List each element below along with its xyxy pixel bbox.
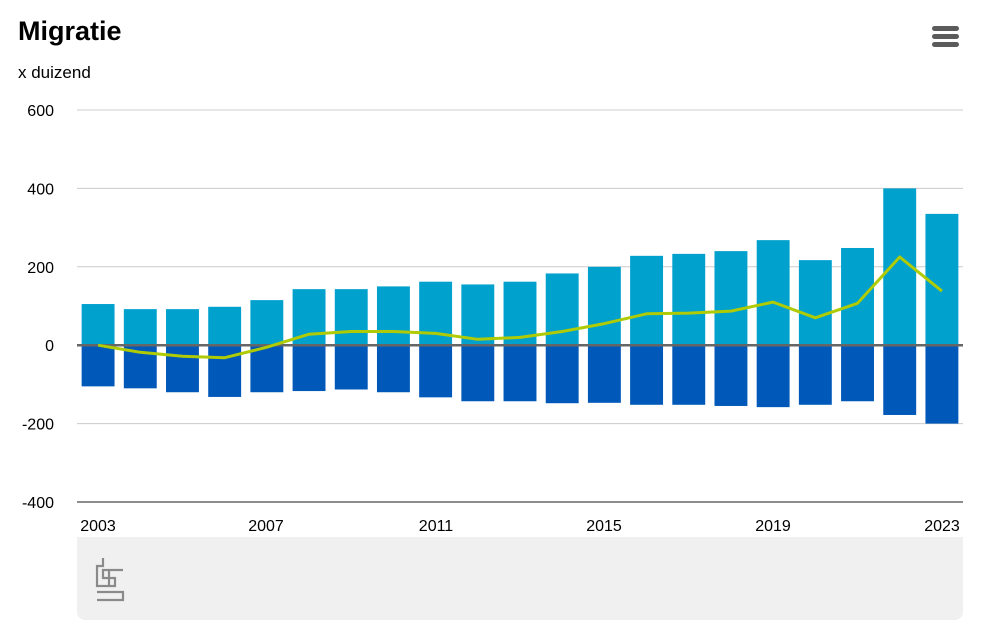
y-axis-ticks: 600 400 200 0 -200 -400	[22, 103, 54, 512]
emigration-bar[interactable]	[841, 345, 874, 402]
immigration-bar[interactable]	[123, 309, 157, 346]
immigration-bar[interactable]	[841, 247, 874, 346]
immigration-bar[interactable]	[166, 309, 199, 346]
immigration-bar[interactable]	[756, 240, 790, 346]
emigration-bar[interactable]	[545, 345, 579, 404]
y-tick-label: 0	[45, 338, 54, 355]
y-tick-label: 600	[27, 103, 54, 120]
emigration-bar[interactable]	[883, 345, 917, 415]
immigration-bar[interactable]	[630, 255, 664, 346]
menu-bar	[932, 26, 959, 31]
x-tick-label: 2015	[586, 518, 622, 535]
y-tick-label: -400	[22, 495, 54, 512]
menu-bar	[932, 42, 959, 47]
emigration-bar[interactable]	[672, 345, 706, 405]
migration-balance-line[interactable]	[97, 255, 943, 360]
chart-title: Migratie	[18, 16, 122, 46]
immigration-bar[interactable]	[714, 251, 748, 346]
immigration-bar[interactable]	[461, 284, 495, 346]
emigration-bar[interactable]	[376, 345, 410, 393]
emigration-bar[interactable]	[714, 345, 748, 406]
emigration-bar[interactable]	[81, 345, 115, 387]
x-tick-label: 2003	[80, 518, 116, 535]
immigration-bar[interactable]	[587, 266, 621, 346]
emigration-bar[interactable]	[334, 345, 368, 390]
immigration-bar[interactable]	[208, 306, 242, 346]
emigration-bar[interactable]	[798, 345, 832, 405]
y-tick-label: -200	[22, 417, 54, 434]
emigration-bar[interactable]	[208, 345, 242, 397]
x-tick-label: 2023	[924, 518, 960, 535]
x-tick-label: 2007	[248, 518, 284, 535]
emigration-bar[interactable]	[503, 345, 537, 402]
immigration-bar[interactable]	[672, 253, 706, 346]
emigration-bar[interactable]	[292, 345, 326, 392]
unit-label: x duizend	[18, 63, 91, 82]
menu-bar	[932, 34, 959, 39]
emigration-bar[interactable]	[419, 345, 453, 398]
emigration-bar[interactable]	[630, 345, 664, 405]
x-axis-ticks: 2003 2007 2011 2015 2019 2023	[80, 518, 960, 535]
immigration-bar[interactable]	[798, 260, 832, 346]
emigration-bar[interactable]	[587, 345, 621, 403]
chart-footer	[77, 537, 963, 620]
immigration-bar[interactable]	[334, 289, 368, 346]
y-tick-label: 200	[27, 260, 54, 277]
hamburger-menu-icon[interactable]	[928, 26, 964, 56]
immigration-bar[interactable]	[292, 289, 326, 346]
cbs-logo-icon	[95, 558, 125, 602]
balance-line	[97, 255, 943, 360]
emigration-bar[interactable]	[756, 345, 790, 408]
x-tick-label: 2019	[755, 518, 791, 535]
emigration-bar[interactable]	[166, 345, 199, 393]
bars	[81, 188, 959, 424]
immigration-bar[interactable]	[925, 213, 959, 346]
x-tick-label: 2011	[419, 518, 454, 535]
y-tick-label: 400	[27, 181, 54, 198]
emigration-bar[interactable]	[461, 345, 495, 402]
immigration-bar[interactable]	[250, 300, 284, 346]
immigration-bar[interactable]	[81, 304, 115, 346]
immigration-bar[interactable]	[376, 286, 410, 346]
emigration-bar[interactable]	[925, 345, 959, 424]
emigration-bar[interactable]	[250, 345, 284, 393]
